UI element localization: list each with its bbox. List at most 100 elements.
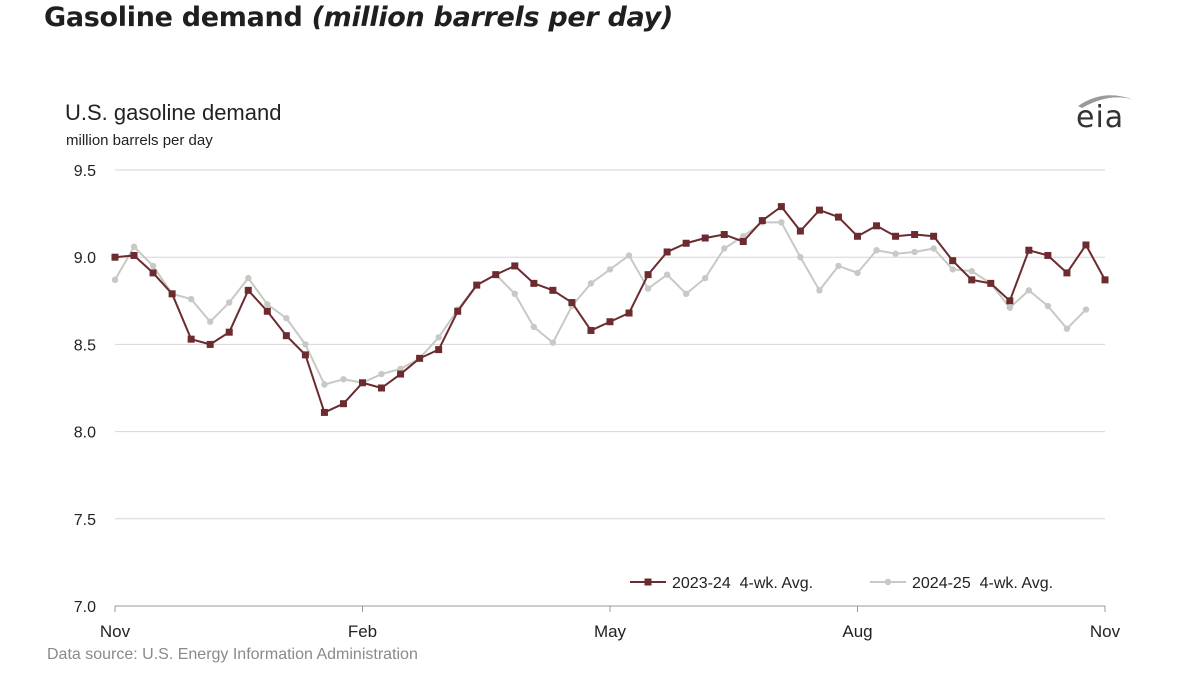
x-tick-label: Nov [1090,622,1121,641]
data-point-2024-25 [625,252,633,259]
data-point-2024-25 [663,271,671,278]
data-point-2024-25 [245,274,252,282]
data-point-2023-24 [644,271,652,279]
data-point-2023-24 [663,248,671,256]
x-tick-label: Aug [842,622,872,641]
data-point-2024-25 [873,247,880,254]
data-point-2023-24 [1063,269,1071,277]
data-point-2023-24 [473,281,481,289]
data-point-2024-25 [930,245,937,252]
data-point-2024-25 [511,290,519,298]
data-point-2023-24 [397,370,405,378]
data-point-2024-25 [283,315,290,322]
data-point-2023-24 [378,384,386,392]
data-point-2023-24 [739,238,747,246]
y-tick-label: 9.0 [74,250,96,267]
data-point-2024-25 [130,243,138,250]
data-point-2023-24 [263,307,271,315]
data-point-2024-25 [397,365,404,373]
data-point-2024-25 [1006,304,1014,311]
data-point-2023-24 [568,299,576,307]
data-point-2023-24 [530,279,538,287]
eia-logo-text: eia [1076,100,1125,135]
data-point-2023-24 [149,269,157,277]
data-point-2024-25 [1082,306,1090,313]
data-point-2023-24 [758,217,766,225]
data-point-2024-25 [264,301,271,308]
data-point-2024-25 [816,287,823,294]
data-point-2023-24 [834,213,842,221]
data-point-2023-24 [454,307,462,315]
data-point-2024-25 [435,334,442,341]
data-point-2024-25 [682,290,690,298]
data-point-2023-24 [244,286,252,294]
y-tick-label: 8.5 [74,337,96,354]
data-point-2024-25 [226,299,233,306]
data-point-2024-25 [206,318,214,325]
data-point-2023-24 [682,239,690,247]
eia-logo-swoosh-icon [1078,95,1134,108]
legend-marker [884,578,892,586]
x-tick-label: May [594,622,627,641]
data-point-2023-24 [549,286,557,294]
data-point-2023-24 [930,232,938,240]
data-point-2024-25 [1025,287,1033,294]
data-point-2024-25 [778,219,785,226]
series-line-0 [114,205,1106,414]
y-tick-label: 7.5 [74,512,96,529]
data-point-2023-24 [1006,297,1014,305]
data-point-2024-25 [587,280,595,287]
data-point-2023-24 [435,346,443,354]
data-point-2023-24 [1025,246,1033,254]
data-point-2023-24 [359,379,366,387]
data-point-2024-25 [1044,302,1052,310]
data-point-2023-24 [987,279,995,287]
y-tick-label: 8.0 [74,425,96,442]
data-point-2024-25 [321,381,328,388]
data-point-2024-25 [530,323,538,331]
data-source-note: Data source: U.S. Energy Information Adm… [47,646,418,663]
chart-title: U.S. gasoline demand [65,100,282,125]
data-point-2023-24 [1044,251,1052,259]
data-point-2024-25 [892,250,899,257]
x-tick-label: Feb [348,622,377,641]
data-point-2023-24 [968,276,976,284]
data-point-2024-25 [968,267,975,275]
data-point-2023-24 [187,335,195,343]
x-tick-label: Nov [100,622,131,641]
headline-main: Gasoline demand [44,2,312,33]
data-point-2024-25 [644,285,652,292]
data-point-2023-24 [130,251,138,259]
legend-marker [644,578,652,586]
data-point-2023-24 [606,318,614,326]
data-point-2023-24 [301,351,309,359]
eia-logo [1070,92,1140,142]
data-point-2024-25 [187,295,195,303]
data-point-2023-24 [701,234,709,242]
series-line-1 [114,221,1087,386]
data-point-2023-24 [815,206,823,214]
data-point-2023-24 [1101,276,1109,284]
data-point-2024-25 [797,254,804,261]
data-point-2023-24 [225,328,233,336]
data-point-2024-25 [949,266,956,273]
data-point-2024-25 [378,370,385,378]
data-point-2024-25 [606,266,614,273]
data-point-2024-25 [149,262,157,270]
data-point-2024-25 [302,341,309,348]
data-point-2023-24 [339,400,347,408]
data-point-2023-24 [873,222,881,230]
data-point-2024-25 [111,276,119,284]
data-point-2024-25 [340,376,347,383]
data-point-2023-24 [625,309,633,317]
data-point-2023-24 [492,271,500,279]
data-point-2024-25 [1063,325,1071,332]
data-point-2023-24 [777,203,785,211]
data-point-2024-25 [911,248,918,256]
data-point-2024-25 [549,339,557,346]
data-point-2024-25 [721,245,728,252]
data-point-2023-24 [720,231,728,239]
headline-units: (million barrels per day) [311,2,674,33]
data-point-2024-25 [835,262,842,270]
